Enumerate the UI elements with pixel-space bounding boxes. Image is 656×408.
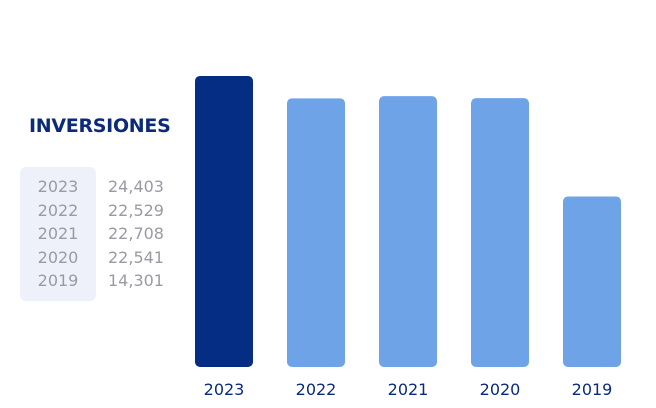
bar-2023 xyxy=(195,75,253,368)
x-tick-label-2021: 2021 xyxy=(388,380,429,399)
table-year-2022: 2022 xyxy=(37,200,79,220)
value-table-values: 24,403 22,529 22,708 22,541 14,301 xyxy=(108,175,188,293)
table-value-2023: 24,403 xyxy=(108,177,164,196)
bar-2021 xyxy=(379,96,437,368)
table-year-2020: 2020 xyxy=(37,247,79,267)
table-year-2019: 2019 xyxy=(37,271,79,290)
table-value-2019: 14,301 xyxy=(108,271,164,290)
table-year-2023: 2023 xyxy=(37,177,79,196)
x-tick-label-2023: 2023 xyxy=(204,380,245,399)
table-value-2021: 22,708 xyxy=(108,224,164,243)
value-table-panel xyxy=(20,167,96,301)
bar-2022 xyxy=(287,98,345,368)
x-tick-label-2019: 2019 xyxy=(572,380,613,399)
table-value-2020: 22,541 xyxy=(108,247,164,267)
value-table-years: 2023 2022 2021 2020 2019 xyxy=(20,175,96,293)
x-tick-label-2020: 2020 xyxy=(480,380,521,399)
table-value-2022: 22,529 xyxy=(108,200,164,220)
bar-2020 xyxy=(471,98,529,367)
bar-2019 xyxy=(563,196,621,367)
table-year-2021: 2021 xyxy=(37,224,79,243)
x-tick-label-2022: 2022 xyxy=(296,380,337,399)
chart-title: INVERSIONES xyxy=(29,115,171,137)
